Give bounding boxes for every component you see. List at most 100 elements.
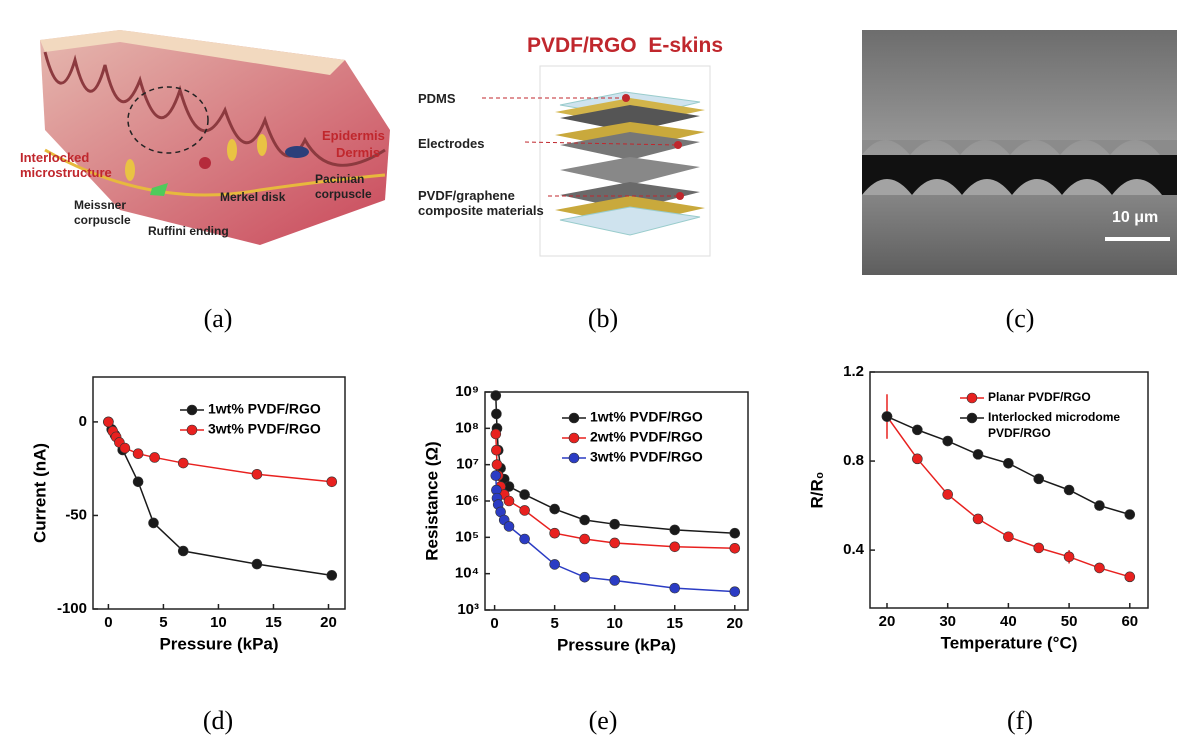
x-tick-label: 5 <box>159 614 167 631</box>
y-axis-label: Resistance (Ω) <box>422 441 441 560</box>
series-line <box>108 422 331 575</box>
data-point <box>550 504 560 514</box>
y-tick-label: -100 <box>57 600 87 617</box>
data-point <box>133 449 143 459</box>
data-point <box>491 429 501 439</box>
data-point <box>491 409 501 419</box>
data-point <box>491 391 501 401</box>
data-point <box>504 496 514 506</box>
label: Interlocked microstructure <box>20 150 120 180</box>
plot-frame <box>870 372 1148 608</box>
y-tick-label: 0.8 <box>843 452 864 469</box>
legend-label: 1wt% PVDF/RGO <box>208 401 321 417</box>
data-point <box>1034 474 1044 484</box>
data-point <box>610 519 620 529</box>
x-tick-label: 50 <box>1061 613 1078 630</box>
data-point <box>1003 532 1013 542</box>
layer-stack <box>482 66 710 256</box>
y-tick-label: 10⁸ <box>455 419 479 436</box>
panel-title: PVDF/RGO E-skins <box>505 34 745 58</box>
y-tick-label: 10³ <box>457 601 479 618</box>
data-point <box>1125 572 1135 582</box>
figure: 051015200-50-100Pressure (kPa)Current (n… <box>0 0 1177 746</box>
legend-marker <box>967 413 977 423</box>
sem-image <box>862 30 1177 275</box>
data-point <box>550 528 560 538</box>
x-tick-label: 40 <box>1000 613 1017 630</box>
data-point <box>670 525 680 535</box>
caption: (d) <box>178 706 258 736</box>
scale-bar-label: 10 μm <box>1112 210 1158 225</box>
label: Epidermis <box>322 128 385 143</box>
x-tick-label: 10 <box>606 615 623 632</box>
legend-label: Planar PVDF/RGO <box>988 390 1091 404</box>
series-line <box>887 417 1130 577</box>
y-tick-label: 1.2 <box>843 363 864 380</box>
data-point <box>491 471 501 481</box>
legend-label: 1wt% PVDF/RGO <box>590 409 703 425</box>
data-point <box>1064 552 1074 562</box>
label: PVDF/graphene composite materials <box>418 188 568 218</box>
y-axis-label: R/R₀ <box>807 472 826 509</box>
data-point <box>327 477 337 487</box>
data-point <box>730 543 740 553</box>
data-point <box>492 460 502 470</box>
data-point <box>252 559 262 569</box>
x-tick-label: 15 <box>666 615 683 632</box>
data-point <box>504 521 514 531</box>
data-point <box>252 469 262 479</box>
series-line <box>496 476 735 592</box>
y-tick-label: 10⁹ <box>455 383 479 400</box>
x-tick-label: 15 <box>265 614 282 631</box>
x-tick-label: 60 <box>1121 613 1138 630</box>
x-tick-label: 20 <box>320 614 337 631</box>
data-point <box>520 505 530 515</box>
data-point <box>882 412 892 422</box>
data-point <box>327 570 337 580</box>
x-tick-label: 10 <box>210 614 227 631</box>
legend-marker <box>967 393 977 403</box>
data-point <box>149 518 159 528</box>
caption: (c) <box>980 304 1060 334</box>
data-point <box>912 425 922 435</box>
data-point <box>580 534 590 544</box>
legend-label: 3wt% PVDF/RGO <box>590 449 703 465</box>
x-axis-label: Temperature (°C) <box>941 633 1078 652</box>
data-point <box>1064 485 1074 495</box>
x-tick-label: 20 <box>879 613 896 630</box>
y-tick-label: 10⁴ <box>455 565 479 582</box>
data-point <box>730 528 740 538</box>
data-point <box>670 583 680 593</box>
label: Dermis <box>336 145 380 160</box>
data-point <box>103 417 113 427</box>
y-tick-label: 0.4 <box>843 541 865 558</box>
x-tick-label: 20 <box>726 615 743 632</box>
caption: (e) <box>563 706 643 736</box>
data-point <box>610 575 620 585</box>
data-point <box>943 436 953 446</box>
label: Meissner corpuscle <box>74 198 154 228</box>
data-point <box>610 538 620 548</box>
data-point <box>178 458 188 468</box>
x-tick-label: 0 <box>104 614 112 631</box>
data-point <box>1094 563 1104 573</box>
y-tick-label: 10⁵ <box>455 528 479 545</box>
data-point <box>1094 501 1104 511</box>
caption: (b) <box>563 304 643 334</box>
data-point <box>943 489 953 499</box>
label: PDMS <box>418 91 456 106</box>
data-point <box>912 454 922 464</box>
legend-label: 3wt% PVDF/RGO <box>208 421 321 437</box>
data-point <box>520 490 530 500</box>
data-point <box>670 542 680 552</box>
data-point <box>133 477 143 487</box>
data-point <box>520 534 530 544</box>
label: Pacinian corpuscle <box>315 172 385 202</box>
data-point <box>580 515 590 525</box>
x-tick-label: 0 <box>490 615 498 632</box>
legend-marker <box>187 425 197 435</box>
x-tick-label: 5 <box>550 615 558 632</box>
y-tick-label: 10⁷ <box>456 456 479 473</box>
data-point <box>1125 509 1135 519</box>
